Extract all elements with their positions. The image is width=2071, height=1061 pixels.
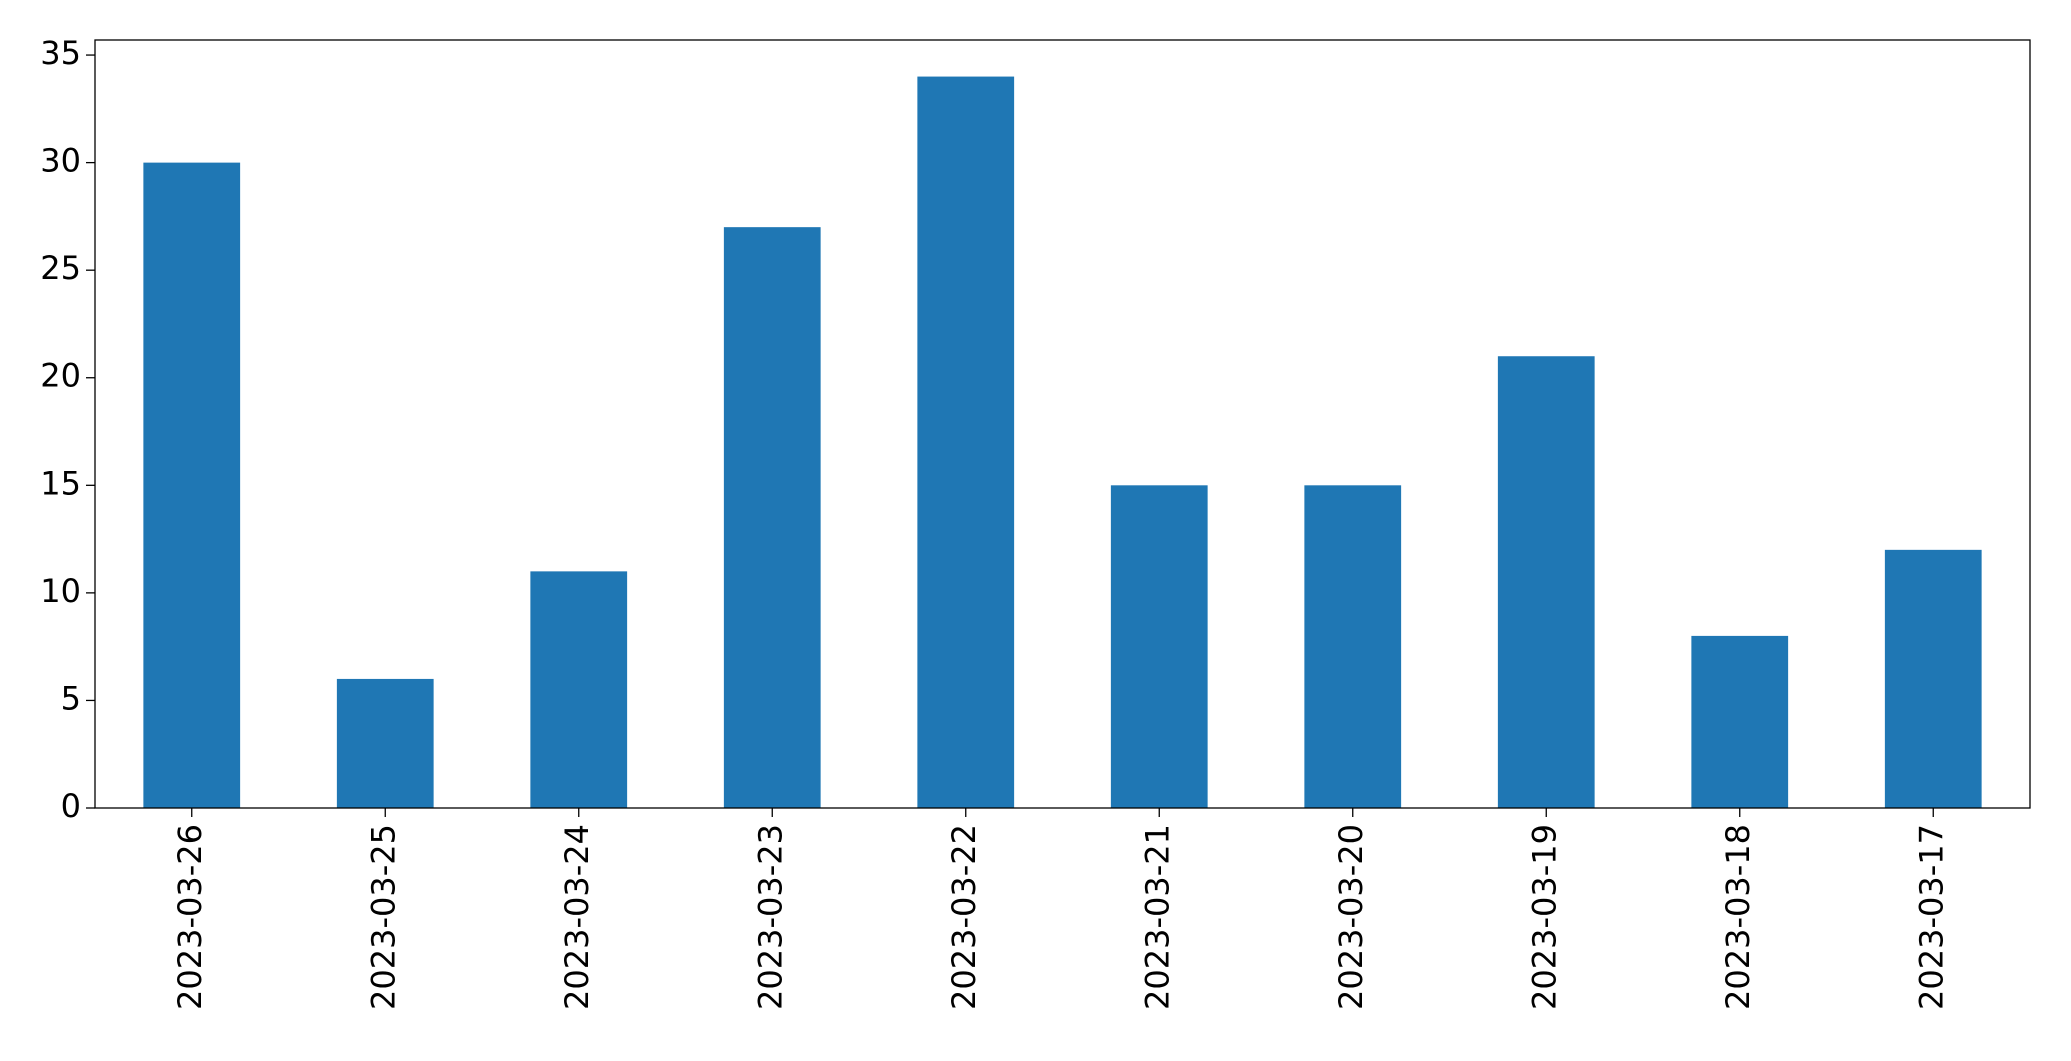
bar xyxy=(1497,356,1595,808)
bar xyxy=(1304,485,1402,808)
y-tick-label: 20 xyxy=(40,357,81,395)
y-tick-label: 15 xyxy=(40,464,81,502)
x-tick-label: 2023-03-24 xyxy=(558,824,596,1010)
x-tick-label: 2023-03-26 xyxy=(171,824,209,1010)
x-tick-label: 2023-03-19 xyxy=(1525,824,1563,1010)
bar xyxy=(530,571,628,808)
bar xyxy=(723,227,821,808)
bar xyxy=(143,162,241,809)
bar xyxy=(917,76,1015,809)
bar xyxy=(1884,549,1982,808)
x-tick-label: 2023-03-25 xyxy=(364,824,402,1010)
x-tick-label: 2023-03-22 xyxy=(945,824,983,1010)
y-tick-label: 10 xyxy=(40,572,81,610)
x-tick-label: 2023-03-17 xyxy=(1912,824,1950,1010)
x-tick-label: 2023-03-23 xyxy=(751,824,789,1010)
bar xyxy=(1691,635,1789,808)
y-tick-label: 25 xyxy=(40,249,81,287)
x-tick-label: 2023-03-18 xyxy=(1719,824,1757,1010)
x-tick-label: 2023-03-20 xyxy=(1332,824,1370,1010)
bar xyxy=(1110,485,1208,808)
x-tick-label: 2023-03-21 xyxy=(1138,824,1176,1010)
bar xyxy=(336,678,434,808)
y-tick-label: 35 xyxy=(40,34,81,72)
y-tick-label: 30 xyxy=(40,142,81,180)
y-tick-label: 0 xyxy=(61,787,81,825)
plot-frame xyxy=(94,39,2031,809)
y-tick-label: 5 xyxy=(61,679,81,717)
